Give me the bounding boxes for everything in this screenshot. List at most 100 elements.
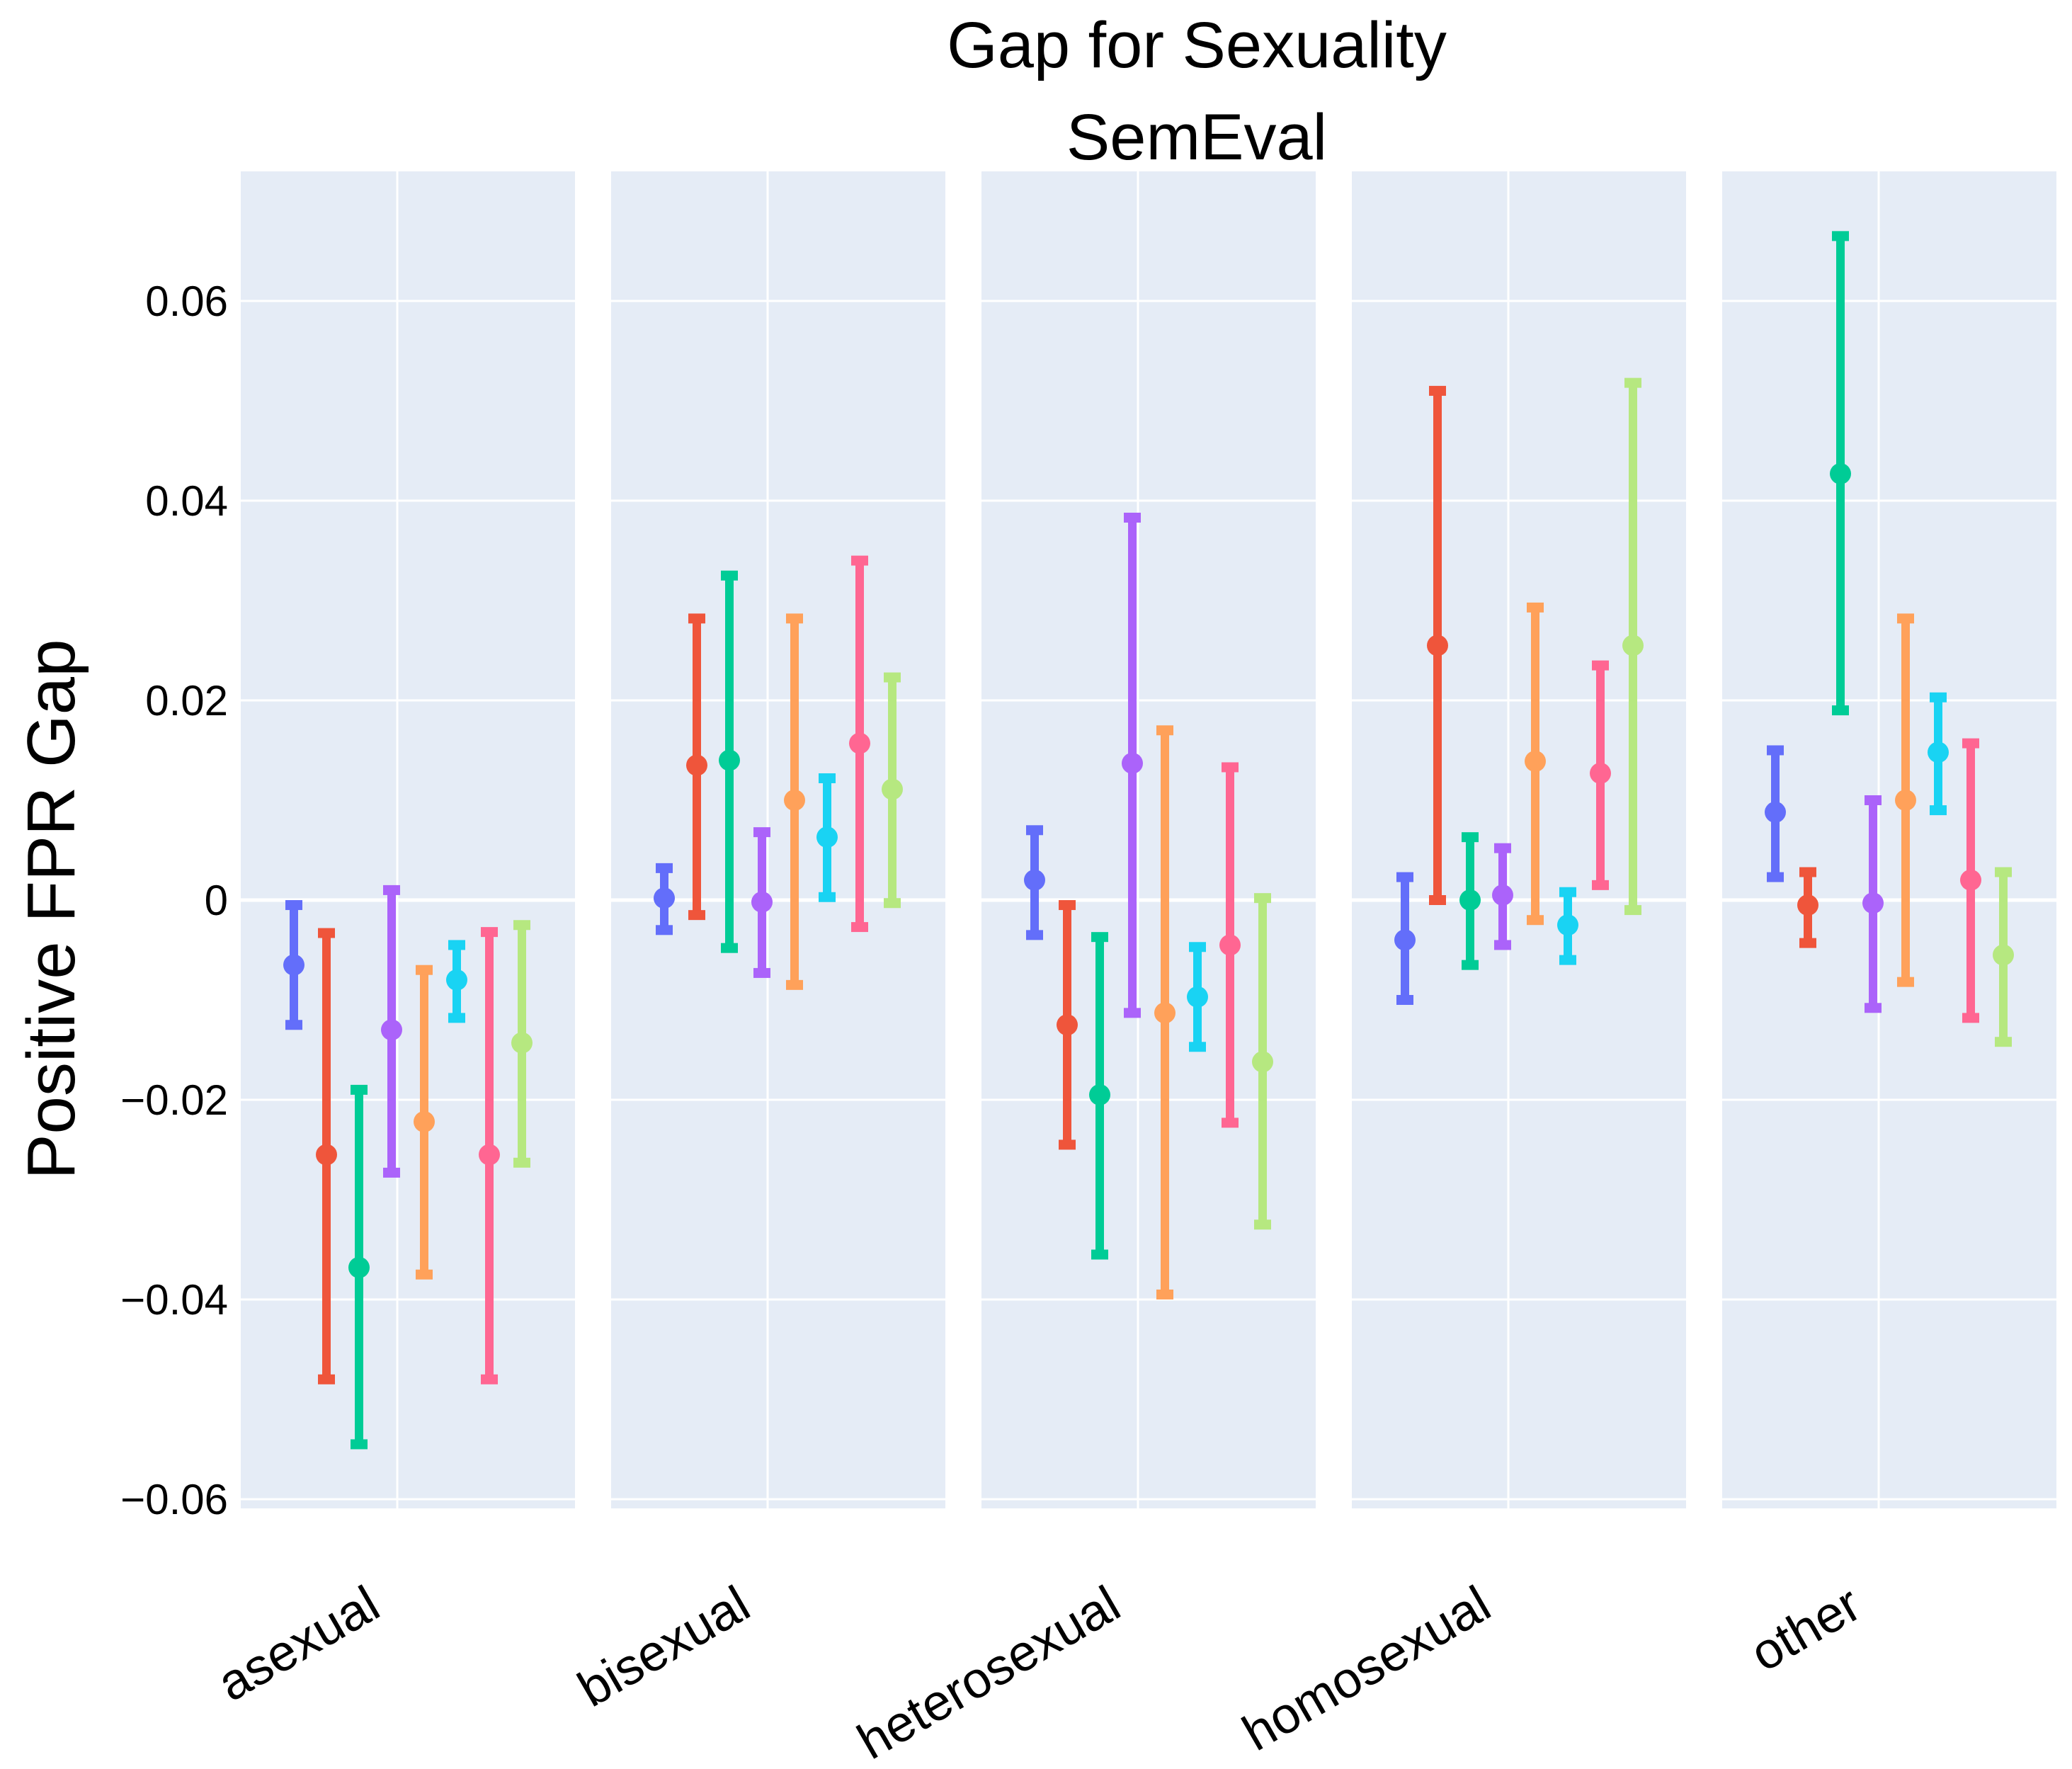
- error-bar-cap-top: [1156, 725, 1173, 736]
- error-bar-cap-top: [1429, 385, 1446, 396]
- error-bar-cap-bottom: [1462, 960, 1479, 970]
- error-bar-cap-bottom: [688, 910, 705, 921]
- error-bar-cap-top: [416, 965, 433, 975]
- data-point: [1797, 894, 1818, 916]
- error-bar-cap-bottom: [1124, 1008, 1141, 1018]
- error-bar-bisexual-5: [784, 613, 805, 990]
- y-tick-label: 0: [205, 877, 228, 924]
- error-bar-bisexual-8: [882, 672, 903, 909]
- error-bar-cap-top: [1462, 832, 1479, 843]
- error-bar-bisexual-1: [654, 863, 675, 935]
- y-tick-label: −0.04: [120, 1276, 228, 1324]
- error-bar-cap-top: [1091, 932, 1108, 943]
- error-bar-bisexual-2: [686, 613, 707, 921]
- error-bar-homosexual-4: [1492, 843, 1513, 950]
- error-bar-asexual-3: [348, 1084, 370, 1450]
- facet-panel-asexual: [241, 171, 575, 1508]
- error-bar-asexual-2: [316, 928, 337, 1384]
- error-bar-cap-bottom: [819, 892, 836, 902]
- error-bar-asexual-5: [414, 965, 435, 1280]
- data-point: [1122, 752, 1143, 774]
- error-bar-cap-bottom: [656, 925, 673, 935]
- error-bar-cap-bottom: [383, 1167, 400, 1178]
- data-point: [283, 954, 304, 976]
- data-point: [784, 790, 805, 811]
- error-bar-cap-bottom: [1995, 1037, 2012, 1047]
- error-bar-cap-bottom: [1156, 1289, 1173, 1299]
- chart-marks: [283, 231, 2014, 1450]
- data-point: [1252, 1051, 1273, 1073]
- error-bar-bisexual-3: [719, 570, 740, 953]
- y-tick-label: 0.06: [145, 278, 228, 325]
- error-bar-cap-top: [1897, 613, 1914, 624]
- data-point: [1765, 801, 1786, 823]
- error-bar-cap-top: [721, 570, 738, 581]
- data-point: [1830, 462, 1851, 484]
- data-point: [1219, 934, 1241, 956]
- data-point: [1089, 1083, 1110, 1105]
- error-bar-asexual-6: [446, 940, 467, 1023]
- error-bar-homosexual-6: [1557, 887, 1578, 965]
- error-bar-cap-top: [1930, 692, 1947, 703]
- error-bar-cap-top: [1592, 660, 1609, 671]
- error-bar-cap-top: [1396, 872, 1413, 882]
- error-bar-cap-top: [1189, 942, 1206, 952]
- error-bar-cap-top: [351, 1084, 368, 1095]
- data-point: [1590, 762, 1611, 784]
- data-point: [1057, 1014, 1078, 1036]
- data-point: [1154, 1002, 1176, 1024]
- error-bar-asexual-1: [283, 900, 304, 1030]
- data-point: [1459, 889, 1481, 911]
- data-point: [1928, 741, 1949, 763]
- error-bar-cap-top: [1559, 887, 1576, 897]
- error-bar-cap-top: [1962, 738, 1979, 749]
- data-point: [1187, 986, 1208, 1008]
- data-point: [1993, 944, 2014, 966]
- error-bar-cap-bottom: [1832, 705, 1849, 716]
- error-bar-cap-bottom: [1527, 915, 1544, 926]
- data-point: [1492, 884, 1513, 906]
- error-bar-cap-bottom: [1865, 1003, 1882, 1013]
- data-point: [1895, 790, 1916, 811]
- error-bar-cap-bottom: [1396, 995, 1413, 1005]
- error-bar-homosexual-8: [1622, 377, 1644, 916]
- error-bar-cap-top: [285, 900, 302, 911]
- error-bar-cap-top: [688, 613, 705, 624]
- data-point: [1394, 929, 1416, 951]
- error-bar-cap-top: [383, 884, 400, 895]
- error-bar-cap-top: [448, 940, 465, 950]
- chart-title: Gap for Sexuality: [947, 9, 1447, 81]
- error-bar-cap-bottom: [1962, 1013, 1979, 1023]
- error-bar-cap-bottom: [1429, 895, 1446, 905]
- error-bar-homosexual-3: [1459, 832, 1481, 970]
- error-bar-cap-bottom: [1189, 1042, 1206, 1052]
- error-bar-other-2: [1797, 867, 1818, 948]
- y-tick-label: 0.02: [145, 677, 228, 724]
- error-bar-cap-top: [1865, 795, 1882, 805]
- error-bar-bisexual-4: [751, 827, 773, 978]
- error-bar-heterosexual-7: [1219, 762, 1241, 1128]
- error-bar-other-1: [1765, 745, 1786, 882]
- error-bar-cap-bottom: [481, 1374, 498, 1384]
- error-bar-cap-bottom: [786, 979, 803, 990]
- data-point: [1960, 869, 1981, 891]
- error-bar-heterosexual-4: [1122, 512, 1143, 1018]
- error-bar-heterosexual-5: [1154, 725, 1176, 1299]
- data-point: [316, 1144, 337, 1166]
- data-point: [654, 887, 675, 909]
- error-bar-cap-bottom: [351, 1439, 368, 1450]
- error-bar-cap-bottom: [513, 1157, 530, 1168]
- error-bar-heterosexual-8: [1252, 893, 1273, 1230]
- data-point: [849, 732, 870, 754]
- error-bar-cap-top: [1494, 843, 1511, 853]
- error-bar-cap-top: [786, 613, 803, 624]
- error-bar-cap-bottom: [318, 1374, 335, 1384]
- error-bar-cap-bottom: [753, 967, 770, 978]
- error-bar-homosexual-2: [1427, 385, 1448, 905]
- error-bar-cap-bottom: [1624, 905, 1641, 916]
- error-bar-cap-top: [1124, 512, 1141, 523]
- data-point: [1024, 869, 1045, 891]
- data-point: [511, 1032, 533, 1054]
- error-bar-asexual-7: [479, 927, 500, 1384]
- error-bar-asexual-4: [381, 884, 402, 1178]
